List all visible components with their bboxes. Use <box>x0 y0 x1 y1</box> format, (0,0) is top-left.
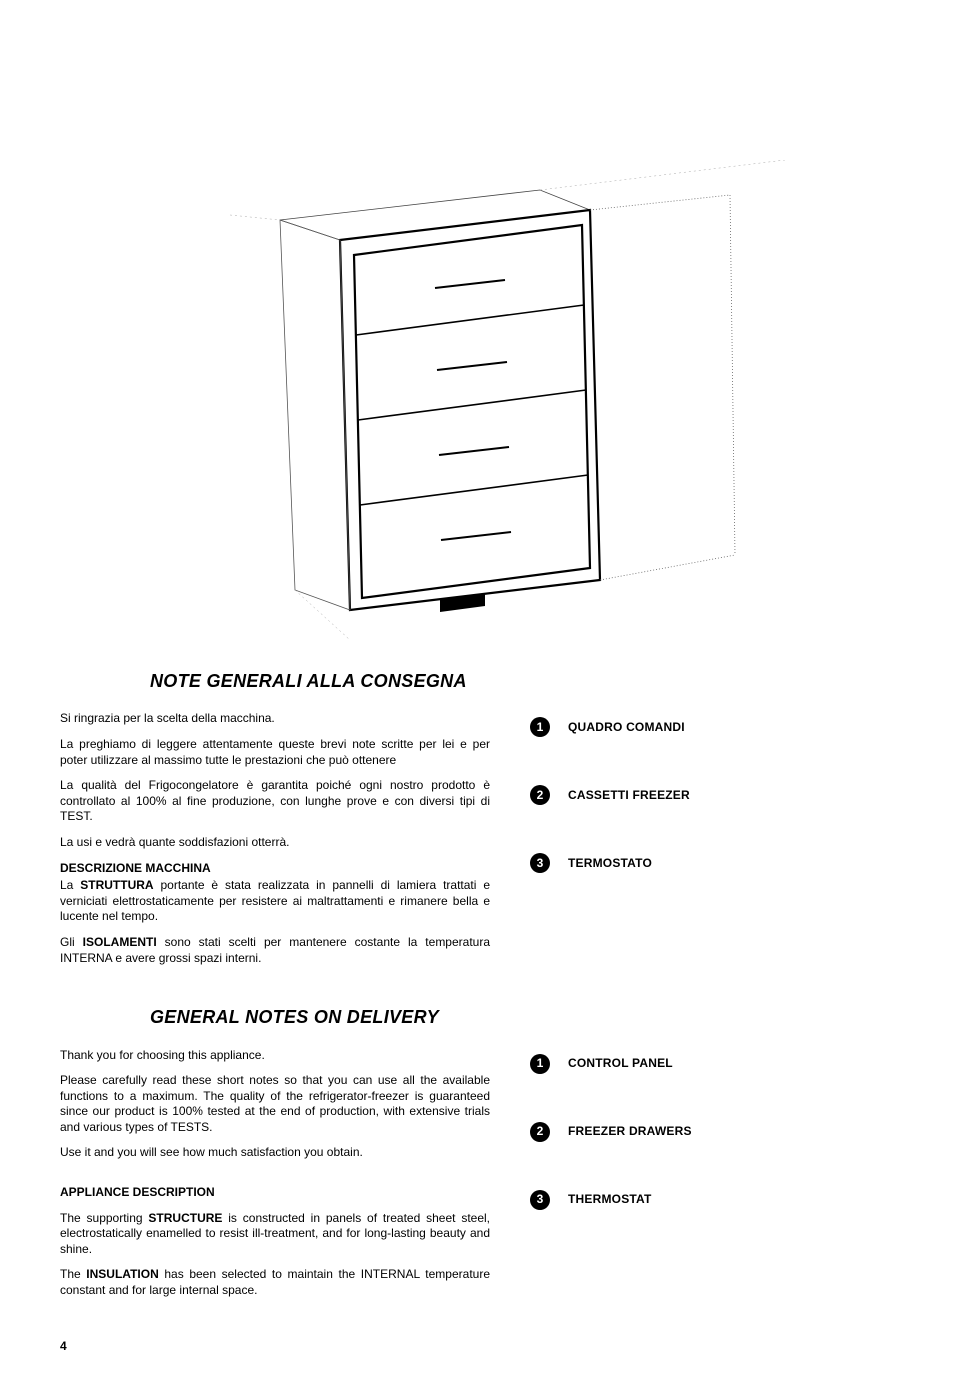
it-p5: La STRUTTURA portante è stata realizzata… <box>60 878 490 925</box>
italian-title: NOTE GENERALI ALLA CONSEGNA <box>150 670 894 693</box>
it-p1: Si ringrazia per la scelta della macchin… <box>60 711 490 727</box>
en-p1: Thank you for choosing this appliance. <box>60 1048 490 1064</box>
legend-label: CASSETTI FREEZER <box>568 788 690 804</box>
legend-item: 3 TERMOSTATO <box>530 853 894 873</box>
it-p3: La qualità del Frigocongelatore è garant… <box>60 778 490 825</box>
legend-item: 3 THERMOSTAT <box>530 1190 894 1210</box>
english-title: GENERAL NOTES ON DELIVERY <box>150 1006 894 1029</box>
it-p2: La preghiamo di leggere attentamente que… <box>60 737 490 768</box>
it-subhead: DESCRIZIONE MACCHINA <box>60 861 490 877</box>
bullet-icon: 3 <box>530 1190 550 1210</box>
italian-section: Si ringrazia per la scelta della macchin… <box>60 711 894 976</box>
bullet-icon: 2 <box>530 785 550 805</box>
legend-label: QUADRO COMANDI <box>568 720 685 736</box>
bullet-icon: 3 <box>530 853 550 873</box>
legend-item: 2 FREEZER DRAWERS <box>530 1122 894 1142</box>
bullet-icon: 1 <box>530 717 550 737</box>
legend-item: 1 CONTROL PANEL <box>530 1054 894 1074</box>
italian-legend-column: 1 QUADRO COMANDI 2 CASSETTI FREEZER 3 TE… <box>520 711 894 976</box>
en-p3: Use it and you will see how much satisfa… <box>60 1145 490 1161</box>
page-number: 4 <box>60 1339 894 1355</box>
italian-text-column: Si ringrazia per la scelta della macchin… <box>60 711 490 976</box>
document-page: NOTE GENERALI ALLA CONSEGNA Si ringrazia… <box>0 0 954 1394</box>
bullet-icon: 2 <box>530 1122 550 1142</box>
legend-label: TERMOSTATO <box>568 856 652 872</box>
bullet-icon: 1 <box>530 1054 550 1074</box>
freezer-diagram <box>230 160 790 640</box>
legend-label: THERMOSTAT <box>568 1192 652 1208</box>
english-section: Thank you for choosing this appliance. P… <box>60 1048 894 1309</box>
legend-label: CONTROL PANEL <box>568 1056 673 1072</box>
english-text-column: Thank you for choosing this appliance. P… <box>60 1048 490 1309</box>
legend-item: 1 QUADRO COMANDI <box>530 717 894 737</box>
en-subhead: APPLIANCE DESCRIPTION <box>60 1185 490 1201</box>
it-p6: Gli ISOLAMENTI sono stati scelti per man… <box>60 935 490 966</box>
legend-item: 2 CASSETTI FREEZER <box>530 785 894 805</box>
legend-label: FREEZER DRAWERS <box>568 1124 692 1140</box>
english-legend-column: 1 CONTROL PANEL 2 FREEZER DRAWERS 3 THER… <box>520 1048 894 1309</box>
it-p4: La usi e vedrà quante soddisfazioni otte… <box>60 835 490 851</box>
en-p4: The supporting STRUCTURE is constructed … <box>60 1211 490 1258</box>
en-p5: The INSULATION has been selected to main… <box>60 1267 490 1298</box>
en-p2: Please carefully read these short notes … <box>60 1073 490 1135</box>
